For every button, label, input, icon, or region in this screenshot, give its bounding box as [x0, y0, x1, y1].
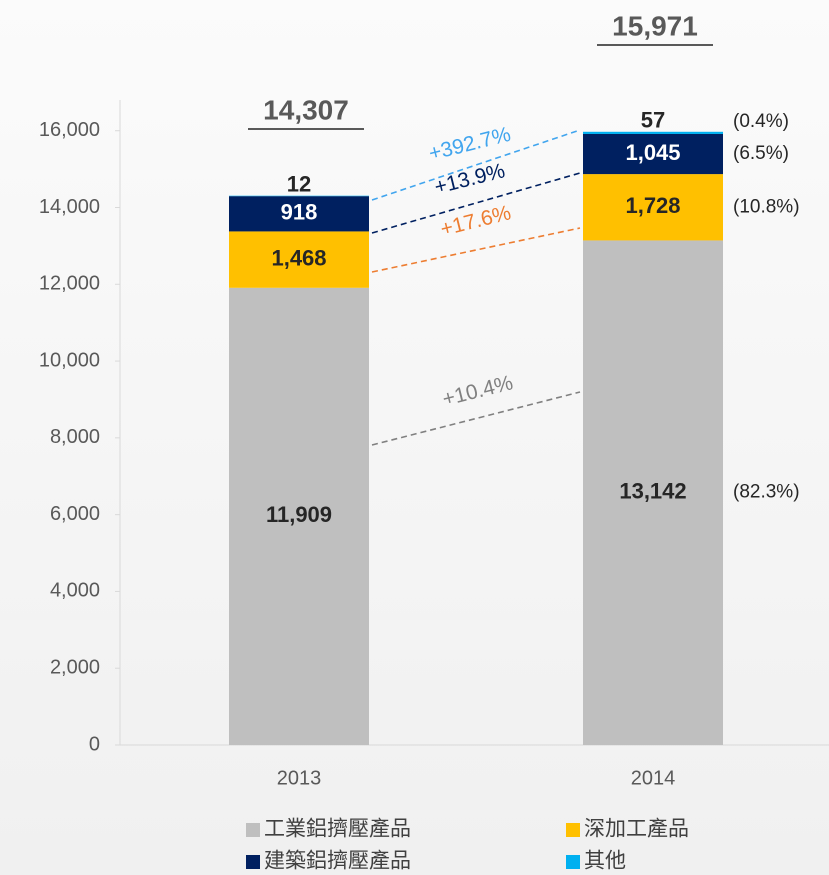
legend-swatch	[246, 855, 260, 869]
value-label: 918	[281, 200, 318, 225]
growth-label: +13.9%	[432, 159, 507, 199]
growth-line	[371, 172, 581, 234]
bar-segment	[583, 133, 723, 175]
y-tick-label: 14,000	[39, 196, 100, 218]
legend-swatch	[246, 823, 260, 837]
value-label: 57	[641, 108, 665, 133]
legend-swatch	[566, 823, 580, 837]
legend-swatch	[566, 855, 580, 869]
y-tick-label: 10,000	[39, 349, 100, 371]
value-label: 13,142	[619, 479, 686, 504]
y-tick-label: 0	[89, 733, 100, 755]
total-label: 15,971	[612, 10, 698, 41]
value-label: 1,045	[625, 140, 680, 165]
x-tick-label: 2013	[277, 767, 322, 789]
bar-segment	[229, 196, 369, 232]
y-tick-label: 2,000	[50, 656, 100, 678]
legend-label: 工業鋁擠壓產品	[264, 818, 411, 841]
y-tick-label: 6,000	[50, 503, 100, 525]
value-label: 1,728	[625, 193, 680, 218]
bar-segment	[583, 131, 723, 134]
total-label: 14,307	[263, 94, 349, 125]
growth-label: +17.6%	[438, 201, 513, 241]
growth-line	[371, 129, 581, 201]
bar-segment	[229, 231, 369, 288]
legend-label: 其他	[584, 850, 626, 873]
value-label: 12	[287, 172, 311, 197]
growth-line	[371, 227, 581, 273]
growth-line	[371, 391, 581, 446]
share-label: (82.3%)	[733, 482, 800, 503]
y-tick-label: 4,000	[50, 580, 100, 602]
x-tick-label: 2014	[631, 767, 676, 789]
growth-label: +10.4%	[440, 371, 515, 411]
y-tick-label: 12,000	[39, 273, 100, 295]
y-tick-label: 16,000	[39, 119, 100, 141]
legend-label: 建築鋁擠壓產品	[264, 850, 411, 873]
value-label: 11,909	[266, 502, 332, 527]
value-label: 1,468	[271, 245, 326, 270]
share-label: (0.4%)	[733, 111, 789, 132]
share-label: (10.8%)	[733, 196, 800, 217]
bar-segment	[229, 287, 369, 745]
legend-label: 深加工產品	[584, 818, 689, 841]
share-label: (6.5%)	[733, 143, 789, 164]
bar-segment	[583, 174, 723, 241]
y-tick-label: 8,000	[50, 426, 100, 448]
bar-segment	[583, 240, 723, 745]
